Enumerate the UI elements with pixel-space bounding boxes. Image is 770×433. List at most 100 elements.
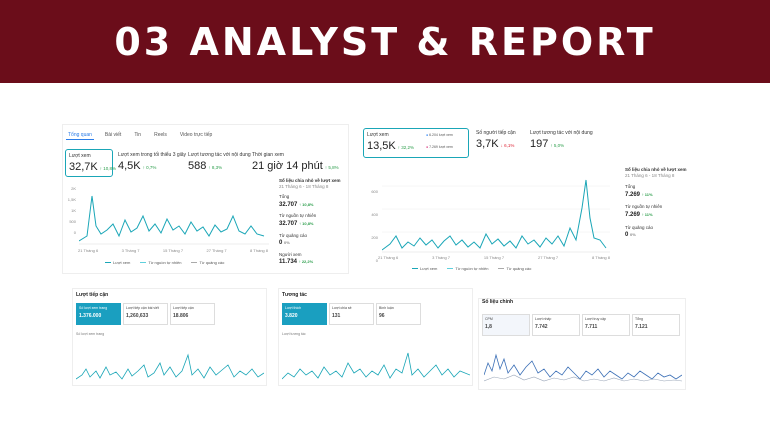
title-banner: 03 ANALYST & REPORT	[0, 0, 770, 83]
legend-item: Lượt xem	[105, 260, 130, 265]
tile-value: 18.806	[173, 313, 189, 319]
metric-value: 3,7K	[476, 138, 499, 150]
metric-reach[interactable]: Số người tiếp cận 3,7K ↓ 6,1%	[476, 130, 516, 150]
tile-value: 1,260,633	[126, 313, 149, 319]
x-tick: 21 Tháng 6	[378, 255, 399, 260]
legend-item: Từ quảng cáo	[498, 266, 531, 271]
tab-reels[interactable]: Reels	[154, 132, 167, 138]
metric-value: 32,7K	[69, 161, 98, 173]
combined-legend: Lượt xem Từ nguồn tự nhiên Từ quảng cáo	[412, 266, 531, 271]
tile-label: Lượt nhấp	[535, 317, 552, 321]
legend-item: Từ nguồn tự nhiên	[447, 266, 488, 271]
tile-label: Số lượt xem trang	[79, 306, 108, 310]
tile-cpm[interactable]: CPM 1,8	[482, 314, 530, 336]
metric-change: ↑ 0,7%	[142, 165, 157, 170]
x-axis: 21 Tháng 6 3 Tháng 7 15 Tháng 7 27 Tháng 7 8…	[378, 255, 610, 260]
combined-breakdown: Số liệu chia nhỏ về lượt xem 21 Tháng 6 …	[625, 167, 705, 240]
tab-live[interactable]: Video trực tiếp	[179, 132, 213, 138]
tile-post-reach[interactable]: Lượt tiếp cận bài viết 1,260,633	[123, 303, 168, 325]
metric-change: ↑ 5,0%	[550, 143, 565, 148]
tile-clicks[interactable]: Lượt nhấp 7.742	[532, 314, 580, 336]
banner-title: 03 ANALYST & REPORT	[114, 19, 656, 64]
x-tick: 8 Tháng 8	[592, 255, 610, 260]
x-tick: 27 Tháng 7	[206, 248, 227, 253]
legend-label: Lượt xem	[113, 260, 131, 265]
breakdown-label: Từ quảng cáo	[625, 224, 654, 230]
metric-value: 4,5K	[118, 160, 141, 172]
facebook-icon: ●	[426, 133, 429, 137]
x-tick: 3 Tháng 7	[432, 255, 451, 260]
breakdown-value: 11.734	[279, 259, 298, 266]
x-tick: 27 Tháng 7	[537, 255, 559, 260]
tile-value: 3.820	[285, 313, 298, 319]
breakdown-label: Người xem	[279, 251, 302, 257]
legend-label: Từ quảng cáo	[506, 266, 532, 271]
combined-views-chart	[382, 179, 610, 253]
breakdown-change: 0%	[630, 232, 636, 238]
breakdown-label: Tổng	[279, 194, 290, 200]
breakdown-change: ↑ 11%	[641, 212, 653, 217]
tile-label: Lượt thích	[285, 306, 302, 310]
breakdown-label: Từ nguồn tự nhiên	[279, 213, 317, 219]
tile-visits[interactable]: Lượt truy cập 7.711	[582, 314, 630, 336]
engagement-tiles: Lượt thích 3.820 Lượt chia sẻ 131 Bình luậ…	[282, 303, 421, 325]
metric-label: Lượt tương tác với nội dung	[188, 152, 251, 158]
tile-value: 96	[379, 313, 385, 319]
views-line	[382, 179, 607, 251]
breakdown-range: 21 Tháng 6 - 18 Tháng 8	[625, 172, 675, 178]
tile-label: Tổng	[635, 317, 643, 321]
key-metrics-tiles: CPM 1,8 Lượt nhấp 7.742 Lượt truy cập 7.711…	[482, 314, 680, 336]
metric-engagement[interactable]: Lượt tương tác với nội dung 588 ↑ 8,3%	[188, 152, 251, 172]
x-tick: 15 Tháng 7	[483, 255, 505, 260]
tab-posts[interactable]: Bài viết	[104, 132, 122, 138]
tile-label: Bình luận	[379, 306, 394, 310]
x-tick: 21 Tháng 6	[78, 248, 99, 253]
metric-label: Số người tiếp cận	[476, 130, 516, 136]
tile-value: 7.742	[535, 324, 548, 330]
metric-views[interactable]: Lượt xem 32,7K ↑ 10,8%	[65, 149, 117, 177]
breakdown-title: Số liệu chia nhỏ về lượt xem	[279, 178, 341, 183]
engagement-subtitle: Lượt tương tác	[282, 332, 306, 336]
engagement-line	[282, 352, 470, 380]
metric-label: Lượt xem trong tối thiểu 3 giây	[118, 152, 187, 158]
reach-subtitle: Số lượt xem trang	[76, 332, 105, 336]
y-tick: 1,5K	[67, 197, 76, 202]
tile-total[interactable]: Tổng 7.121	[632, 314, 680, 336]
metric-views-combined[interactable]: Lượt xem 13,5K ↑ 32,2% ● 6.204 lượt xem ●…	[363, 128, 469, 158]
reach-tiles: Số lượt xem trang 1.376.000 Lượt tiếp cận…	[76, 303, 215, 325]
metric-label: Lượt xem	[69, 153, 91, 159]
breakdown-change: ↑ 10,8%	[299, 201, 314, 207]
engagement-chart	[282, 352, 470, 380]
breakdown-range: 21 Tháng 6 - 18 Tháng 8	[279, 183, 329, 189]
tile-comments[interactable]: Bình luận 96	[376, 303, 421, 325]
legend-label: Từ nguồn tự nhiên	[148, 260, 182, 265]
y-tick: 400	[371, 212, 378, 217]
breakdown-value: 32.707	[279, 201, 298, 208]
breakdown-change: ↑ 11%	[641, 191, 653, 197]
tile-page-views[interactable]: Số lượt xem trang 1.376.000	[76, 303, 121, 325]
tile-likes[interactable]: Lượt thích 3.820	[282, 303, 327, 325]
reach-card-title: Lượt tiếp cận	[76, 292, 109, 298]
tab-stories[interactable]: Tin	[134, 132, 142, 138]
metric-watch-time[interactable]: Thời gian xem 21 giờ 14 phút ↑ 5,8%	[252, 152, 339, 172]
breakdown-label: Từ nguồn tự nhiên	[625, 204, 663, 210]
key-metrics-line-1	[484, 353, 682, 380]
tile-shares[interactable]: Lượt chia sẻ 131	[329, 303, 374, 325]
breakdown-value: 7.269	[625, 212, 641, 218]
metric-3s-views[interactable]: Lượt xem trong tối thiểu 3 giây 4,5K ↑ 0,…	[118, 152, 186, 172]
metric-change: ↑ 10,8%	[99, 166, 117, 171]
tab-overview[interactable]: Tổng quan	[66, 132, 94, 140]
key-metrics-chart	[484, 353, 682, 382]
breakdown-change: 0%	[284, 240, 290, 246]
tile-reach[interactable]: Lượt tiếp cận 18.806	[170, 303, 215, 325]
metric-content-engagement[interactable]: Lượt tương tác với nội dung 197 ↑ 5,0%	[530, 130, 593, 150]
metric-change: ↑ 32,2%	[397, 145, 415, 150]
views-chart	[79, 195, 269, 245]
key-metrics-line-2	[484, 374, 682, 382]
engagement-card-title: Tương tác	[282, 292, 307, 298]
x-tick: 3 Tháng 7	[121, 248, 140, 253]
breakdown-change: ↑ 10,8%	[299, 221, 314, 226]
y-tick: 0	[375, 258, 378, 263]
overview-tabs: Tổng quan Bài viết Tin Reels Video trực …	[66, 131, 214, 140]
tile-value: 7.711	[585, 324, 598, 330]
